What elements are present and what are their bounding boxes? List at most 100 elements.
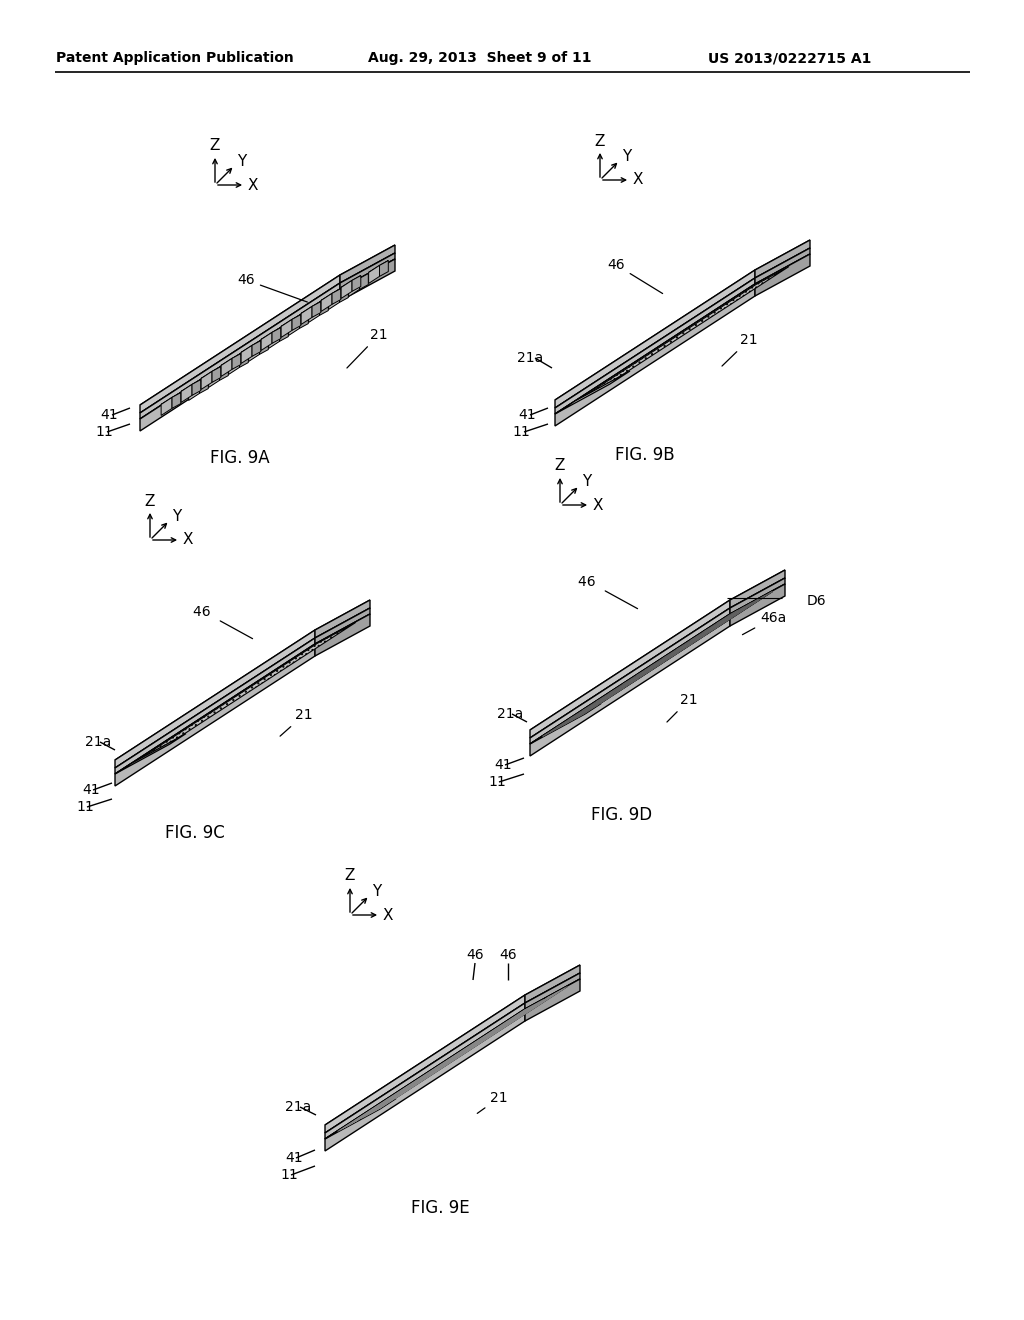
Polygon shape <box>181 380 201 392</box>
Polygon shape <box>193 380 201 396</box>
Polygon shape <box>315 601 370 638</box>
Polygon shape <box>325 973 580 1133</box>
Text: Y: Y <box>582 474 591 488</box>
Polygon shape <box>755 253 810 296</box>
Text: FIG. 9D: FIG. 9D <box>592 807 652 824</box>
Polygon shape <box>530 578 785 738</box>
Text: 41: 41 <box>82 783 99 797</box>
Polygon shape <box>240 351 248 367</box>
Polygon shape <box>325 979 580 1139</box>
Polygon shape <box>380 260 388 276</box>
Polygon shape <box>161 397 172 416</box>
Text: Y: Y <box>622 149 631 164</box>
Polygon shape <box>525 965 580 1003</box>
Text: 46: 46 <box>578 576 638 609</box>
Text: X: X <box>633 173 643 187</box>
Polygon shape <box>249 338 268 350</box>
Polygon shape <box>140 282 340 418</box>
Text: 41: 41 <box>494 758 512 772</box>
Polygon shape <box>140 246 395 405</box>
Polygon shape <box>172 392 181 408</box>
Polygon shape <box>301 301 321 313</box>
Polygon shape <box>332 289 341 305</box>
Text: 21: 21 <box>667 693 697 722</box>
Polygon shape <box>555 279 755 414</box>
Polygon shape <box>348 273 369 285</box>
Polygon shape <box>555 240 810 400</box>
Text: 41: 41 <box>518 408 536 422</box>
Text: Z: Z <box>345 869 355 883</box>
Text: 21a: 21a <box>497 708 523 721</box>
Polygon shape <box>282 319 292 338</box>
Polygon shape <box>228 356 240 375</box>
Polygon shape <box>268 326 289 338</box>
Polygon shape <box>315 609 370 644</box>
Polygon shape <box>555 248 810 408</box>
Polygon shape <box>340 286 348 302</box>
Polygon shape <box>115 638 315 774</box>
Text: X: X <box>248 177 258 193</box>
Polygon shape <box>301 306 312 325</box>
Text: 46: 46 <box>466 948 483 962</box>
Text: 46a: 46a <box>742 611 786 635</box>
Text: FIG. 9C: FIG. 9C <box>165 824 225 842</box>
Text: 11: 11 <box>488 775 506 789</box>
Polygon shape <box>325 965 580 1125</box>
Polygon shape <box>340 246 395 282</box>
Polygon shape <box>575 267 790 401</box>
Polygon shape <box>340 253 395 289</box>
Polygon shape <box>241 341 261 352</box>
Polygon shape <box>325 1003 525 1139</box>
Polygon shape <box>228 351 248 363</box>
Text: Y: Y <box>172 510 181 524</box>
Polygon shape <box>530 704 601 744</box>
Polygon shape <box>188 378 208 389</box>
Polygon shape <box>325 1098 396 1139</box>
Text: 21: 21 <box>477 1092 508 1113</box>
Polygon shape <box>289 313 308 325</box>
Polygon shape <box>312 301 321 317</box>
Polygon shape <box>369 260 388 272</box>
Text: X: X <box>593 498 603 512</box>
Polygon shape <box>289 317 300 335</box>
Polygon shape <box>530 570 785 730</box>
Polygon shape <box>140 253 395 413</box>
Polygon shape <box>329 286 348 298</box>
Text: 21: 21 <box>722 333 758 366</box>
Text: US 2013/0222715 A1: US 2013/0222715 A1 <box>709 51 871 65</box>
Polygon shape <box>730 578 785 614</box>
Text: X: X <box>182 532 194 548</box>
Polygon shape <box>282 314 301 326</box>
Polygon shape <box>555 271 755 408</box>
Polygon shape <box>115 734 186 774</box>
Polygon shape <box>115 614 370 774</box>
Polygon shape <box>322 293 332 312</box>
Text: 21a: 21a <box>517 351 544 366</box>
Polygon shape <box>201 367 221 379</box>
Polygon shape <box>115 644 315 785</box>
Polygon shape <box>555 284 755 426</box>
Polygon shape <box>525 979 580 1020</box>
Polygon shape <box>361 986 567 1118</box>
Polygon shape <box>300 313 308 329</box>
Polygon shape <box>369 265 380 284</box>
Polygon shape <box>209 370 219 388</box>
Text: FIG. 9E: FIG. 9E <box>411 1199 469 1217</box>
Polygon shape <box>348 279 359 297</box>
Polygon shape <box>555 253 810 414</box>
Text: 46: 46 <box>193 605 253 639</box>
Polygon shape <box>212 367 221 383</box>
Polygon shape <box>272 327 281 343</box>
Text: FIG. 9B: FIG. 9B <box>615 446 675 465</box>
Text: 41: 41 <box>100 408 118 422</box>
Text: Z: Z <box>595 133 605 149</box>
Text: FIG. 9A: FIG. 9A <box>210 449 269 467</box>
Polygon shape <box>730 583 785 626</box>
Polygon shape <box>755 248 810 284</box>
Polygon shape <box>359 273 369 289</box>
Polygon shape <box>755 240 810 279</box>
Text: D6: D6 <box>807 594 826 609</box>
Polygon shape <box>140 275 340 413</box>
Polygon shape <box>221 358 232 376</box>
Text: Z: Z <box>144 494 156 508</box>
